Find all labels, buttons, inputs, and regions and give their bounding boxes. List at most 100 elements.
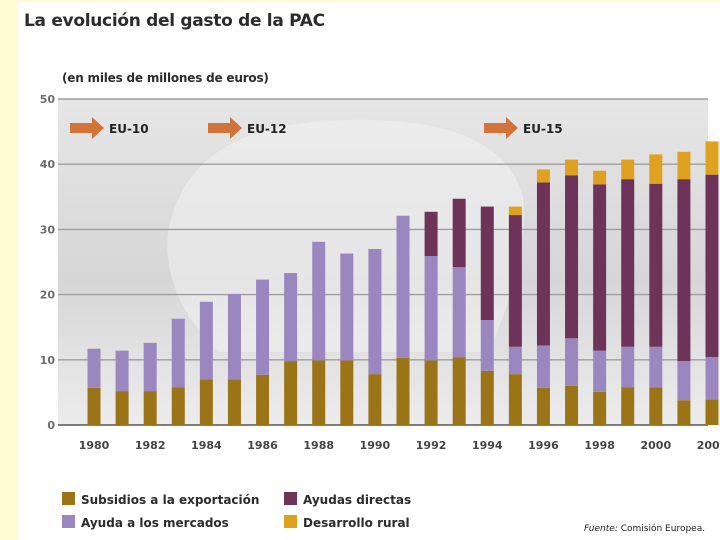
bar-segment xyxy=(340,360,354,425)
bar-segment xyxy=(480,206,494,321)
bar-segment xyxy=(452,357,466,425)
bar-segment xyxy=(705,174,719,358)
y-tick-label: 40 xyxy=(40,158,56,171)
legend-swatch xyxy=(284,515,297,528)
source-note: Fuente: Comisión Europea. xyxy=(584,524,705,534)
bar-segment xyxy=(284,273,298,362)
bar-segment xyxy=(649,387,663,425)
bar-segment xyxy=(649,183,663,347)
bar-segment xyxy=(593,184,607,351)
bar-segment xyxy=(705,141,719,175)
bar-segment xyxy=(396,215,410,358)
x-tick-label: 1984 xyxy=(191,439,222,452)
bar-segment xyxy=(424,256,438,361)
bar-segment xyxy=(115,350,129,392)
enlargement-label: EU-15 xyxy=(523,122,563,136)
bar-segment xyxy=(312,360,326,425)
x-tick-label: 1996 xyxy=(528,439,559,452)
bar-segment xyxy=(677,151,691,180)
bar-segment xyxy=(536,169,550,183)
bar-segment xyxy=(227,379,241,425)
bar-segment xyxy=(396,357,410,425)
bar-segment xyxy=(480,370,494,425)
bar-segment xyxy=(284,361,298,425)
bar-segment xyxy=(256,374,270,425)
bar-segment xyxy=(256,279,270,375)
legend-label: Subsidios a la exportación xyxy=(81,493,259,507)
bar-segment xyxy=(199,301,213,380)
bar-segment xyxy=(677,361,691,401)
bar-segment xyxy=(171,387,185,425)
bar-segment xyxy=(368,248,382,375)
y-tick-label: 50 xyxy=(40,93,56,106)
legend-label: Desarrollo rural xyxy=(303,516,410,530)
bar-segment xyxy=(424,360,438,425)
bar-segment xyxy=(536,182,550,346)
enlargement-label: EU-10 xyxy=(109,122,149,136)
bar-segment xyxy=(565,385,579,425)
bar-segment xyxy=(368,374,382,425)
x-tick-label: 1980 xyxy=(79,439,110,452)
bar-segment xyxy=(565,175,579,339)
bar-segment xyxy=(452,267,466,358)
y-tick-label: 30 xyxy=(40,223,56,236)
legend-swatch xyxy=(284,492,297,505)
bar-segment xyxy=(593,170,607,185)
bar-segment xyxy=(480,320,494,371)
bar-segment xyxy=(143,342,157,392)
bar-segment xyxy=(171,318,185,388)
x-tick-label: 1988 xyxy=(303,439,334,452)
bar-segment xyxy=(536,345,550,388)
bar-segment xyxy=(115,391,129,425)
bar-segment xyxy=(508,374,522,425)
x-tick-label: 2002 xyxy=(697,439,720,452)
y-tick-label: 10 xyxy=(40,354,56,367)
bar-segment xyxy=(649,346,663,388)
bar-segment xyxy=(227,293,241,380)
bar-segment xyxy=(705,357,719,400)
source-prefix: Fuente: xyxy=(584,524,618,534)
enlargement-label: EU-12 xyxy=(247,122,287,136)
bar-segment xyxy=(199,379,213,425)
bar-segment xyxy=(565,159,579,176)
bar-segment xyxy=(621,346,635,388)
legend-label: Ayudas directas xyxy=(303,493,411,507)
bar-segment xyxy=(87,348,101,388)
bar-segment xyxy=(677,400,691,425)
arrow-icon xyxy=(208,117,242,139)
bar-segment xyxy=(452,198,466,268)
bar-segment xyxy=(87,387,101,425)
bar-segment xyxy=(508,215,522,347)
chart-panel: La evolución del gasto de la PAC (en mil… xyxy=(18,2,720,540)
legend-label: Ayuda a los mercados xyxy=(81,516,229,530)
x-tick-label: 1982 xyxy=(135,439,166,452)
arrow-icon xyxy=(484,117,518,139)
x-tick-label: 1998 xyxy=(584,439,615,452)
x-tick-label: 1990 xyxy=(360,439,391,452)
bar-segment xyxy=(508,206,522,216)
bar-segment xyxy=(705,399,719,425)
bar-segment xyxy=(649,154,663,184)
chart-title: La evolución del gasto de la PAC xyxy=(24,11,325,31)
legend-swatch xyxy=(62,515,75,528)
arrow-icon xyxy=(70,117,104,139)
bar-segment xyxy=(143,391,157,425)
source-text: Comisión Europea. xyxy=(620,524,706,534)
bar-segment xyxy=(312,241,326,361)
bar-segment xyxy=(621,179,635,347)
bar-segment xyxy=(424,211,438,257)
x-tick-label: 1986 xyxy=(247,439,278,452)
chart-svg: 0 10 20 30 40 50 1980 1982 1984 1986 1988 1990 1992… xyxy=(40,93,720,530)
chart-subtitle: (en miles de millones de euros) xyxy=(62,71,269,85)
y-tick-label: 0 xyxy=(47,419,55,432)
bar-segment xyxy=(621,159,635,180)
x-tick-label: 2000 xyxy=(641,439,672,452)
x-tick-label: 1992 xyxy=(416,439,447,452)
bar-segment xyxy=(593,391,607,425)
legend-swatch xyxy=(62,492,75,505)
bar-segment xyxy=(565,338,579,386)
bar-segment xyxy=(677,179,691,362)
y-tick-label: 20 xyxy=(40,289,56,302)
bar-segment xyxy=(621,387,635,425)
bar-segment xyxy=(593,350,607,392)
